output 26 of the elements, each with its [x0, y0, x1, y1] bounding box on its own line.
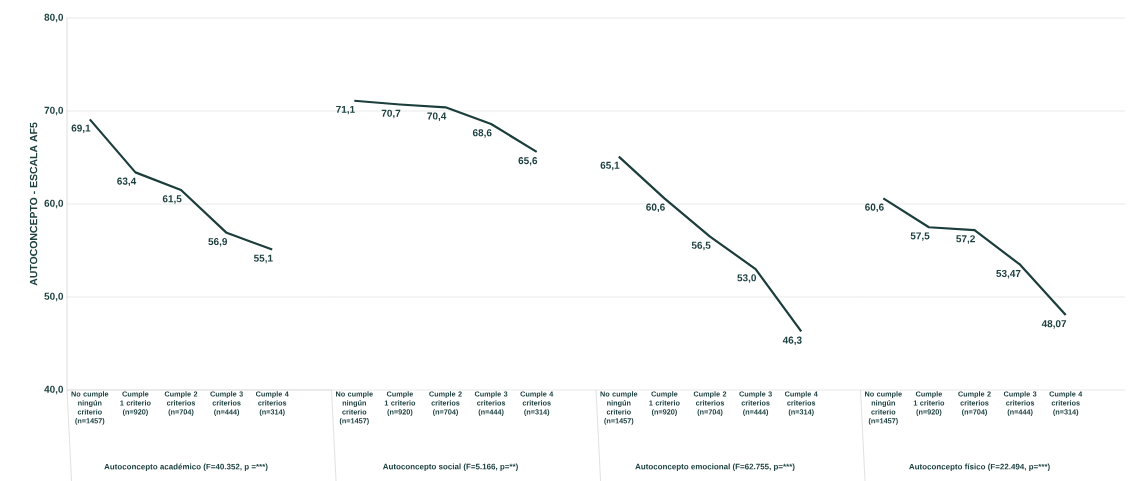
- data-label: 69,1: [71, 124, 91, 134]
- data-label: 65,1: [600, 161, 620, 171]
- data-label: 61,5: [162, 195, 182, 204]
- data-label: 71,1: [336, 105, 355, 115]
- data-label: 65,6: [518, 157, 538, 166]
- y-tick-label: 80,0: [44, 13, 64, 23]
- data-label: 57,5: [910, 232, 930, 241]
- data-label: 53,0: [737, 274, 757, 283]
- data-label: 56,5: [691, 241, 711, 251]
- y-tick-label: 70,0: [44, 106, 64, 116]
- data-label: 56,9: [208, 238, 228, 247]
- data-label: 70,4: [427, 112, 447, 121]
- y-axis-title: AUTOCONCEPTO - ESCALA AF5: [29, 122, 38, 286]
- data-label: 70,7: [381, 109, 401, 119]
- data-label: 60,6: [865, 203, 884, 213]
- y-tick-label: 60,0: [44, 199, 64, 209]
- data-label: 60,6: [646, 203, 665, 213]
- data-label: 57,2: [956, 235, 975, 244]
- data-label: 55,1: [253, 254, 273, 264]
- y-tick-label: 50,0: [44, 292, 64, 302]
- data-label: 46,3: [782, 336, 802, 346]
- y-tick-label: 40,0: [44, 385, 64, 395]
- data-label: 68,6: [472, 129, 492, 138]
- data-label: 48,07: [1041, 320, 1067, 329]
- data-label: 53,47: [996, 269, 1021, 279]
- data-label: 63,4: [117, 177, 137, 187]
